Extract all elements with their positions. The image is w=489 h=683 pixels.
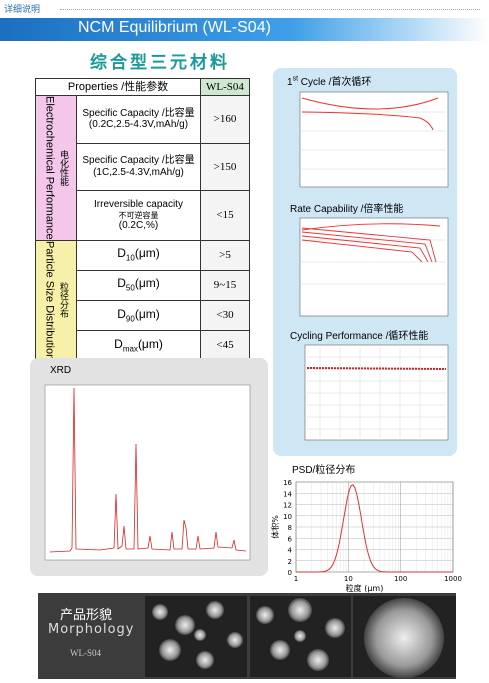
- value: <15: [200, 190, 250, 241]
- property: D50(μm): [76, 269, 201, 301]
- property: Specific Capacity /比容量 (0.2C,2.5-4.3V,mAh…: [76, 95, 201, 144]
- header-cell: WL-S04: [200, 78, 250, 96]
- property-line: D10(μm): [117, 246, 160, 263]
- y-tick-label: 16: [283, 479, 292, 487]
- divider: [60, 9, 480, 10]
- chart-title: Cycling Performance /循环性能: [290, 331, 429, 342]
- d-sub: 90: [125, 313, 135, 323]
- y-tick-label: 2: [288, 558, 292, 566]
- y-tick-label: 4: [288, 547, 293, 555]
- title-part: Cycle /首次循环: [298, 77, 372, 88]
- property-line: Irreversible capacity: [94, 199, 183, 211]
- d-main: D: [114, 336, 123, 351]
- row: Dmax(μm) <45: [36, 329, 250, 361]
- d-main: D: [117, 246, 126, 261]
- value: >150: [200, 142, 250, 192]
- sem-image: [250, 596, 351, 677]
- property-line: 不可逆容量: [118, 210, 159, 220]
- group-zh: 电化性能: [58, 149, 69, 186]
- value: <30: [200, 299, 250, 331]
- d-unit: (μm): [134, 306, 160, 321]
- header-cell: Properties /性能参数: [35, 78, 201, 96]
- chart-title: 1st Cycle /首次循环: [287, 73, 371, 88]
- y-tick-label: 14: [283, 490, 292, 498]
- header-row: Properties /性能参数 WL-S04: [35, 78, 250, 96]
- cycling-chart: [304, 344, 449, 441]
- x-tick-label: 1000: [444, 575, 462, 583]
- y-axis-label: 体积%: [270, 515, 280, 539]
- subtitle: 综合型三元材料: [90, 53, 230, 73]
- property-line: D90(μm): [117, 306, 160, 323]
- property-line: Dmax(μm): [114, 336, 163, 353]
- property: D10(μm): [76, 239, 201, 271]
- xrd-chart: [44, 384, 251, 561]
- d-unit: (μm): [134, 276, 160, 291]
- x-tick-label: 10: [344, 575, 353, 583]
- property-line: (0.2C,2.5-4.3V,mAh/g): [88, 119, 189, 131]
- d-unit: (μm): [134, 246, 160, 261]
- y-tick-label: 12: [283, 502, 292, 510]
- group-wrap: Electrochemical Performance 电化性能: [36, 96, 76, 240]
- sem-image: [353, 596, 456, 678]
- x-tick-label: 100: [394, 575, 407, 583]
- property-line: Specific Capacity /比容量: [82, 155, 195, 167]
- property-line: Specific Capacity /比容量: [82, 107, 195, 119]
- rate-chart: [299, 217, 449, 317]
- property-line: (1C,2.5-4.3V,mAh/g): [93, 166, 184, 178]
- sem-image: [145, 596, 247, 677]
- group-cell: Particle Size Distribution 粒径分布: [35, 239, 77, 361]
- x-axis-label: 粒度 (μm): [346, 583, 384, 593]
- chart-title: XRD: [50, 365, 72, 376]
- banner: NCM Equilibrium (WL-S04): [0, 18, 489, 41]
- property-line: (0.2C,%): [118, 220, 159, 232]
- chart-title: PSD/粒径分布: [292, 465, 356, 476]
- d-unit: (μm): [137, 336, 163, 351]
- distribution-curve: [296, 484, 453, 573]
- value: 9~15: [200, 269, 250, 301]
- title: NCM Equilibrium (WL-S04): [78, 19, 271, 36]
- row: D50(μm) 9~15: [36, 269, 250, 301]
- property-line: D50(μm): [117, 276, 160, 293]
- d-sub: max: [122, 343, 138, 353]
- chart-title: Rate Capability /倍率性能: [290, 204, 404, 215]
- y-tick-label: 0: [288, 569, 292, 577]
- section-label: 详细说明: [4, 5, 41, 15]
- d-main: D: [117, 276, 126, 291]
- morphology-zh: 产品形貌: [60, 608, 113, 623]
- morphology-en: Morphology: [48, 622, 135, 637]
- d-main: D: [117, 306, 126, 321]
- value: >160: [200, 95, 250, 144]
- psd-chart: 0 2 4 6 8 10 12 14 16 1 10 100 1000 粒度 (μm) 体积%: [270, 479, 462, 593]
- d-sub: 50: [125, 283, 135, 293]
- y-tick-label: 8: [288, 524, 292, 532]
- row: Particle Size Distribution 粒径分布 D10(μm) >5: [35, 239, 250, 361]
- title-part: 1: [287, 77, 293, 88]
- row: Electrochemical Performance 电化性能 Specific …: [35, 95, 250, 241]
- d-sub: 10: [125, 253, 135, 263]
- title-part: st: [292, 75, 299, 83]
- first-cycle-chart: [299, 91, 449, 188]
- group-en: Electrochemical Performance: [43, 96, 56, 240]
- group-zh: 粒径分布: [58, 282, 69, 319]
- group-en: Particle Size Distribution: [43, 240, 56, 360]
- x-tick-label: 1: [294, 575, 298, 583]
- y-tick-label: 10: [283, 513, 292, 521]
- model: WL-S04: [70, 648, 101, 658]
- group-wrap: Particle Size Distribution 粒径分布: [36, 241, 76, 360]
- property: Irreversible capacity 不可逆容量 (0.2C,%): [76, 190, 201, 241]
- row: Irreversible capacity 不可逆容量 (0.2C,%) <15: [36, 190, 250, 241]
- property: Dmax(μm): [76, 329, 201, 361]
- value: >5: [200, 239, 250, 271]
- y-tick-label: 6: [288, 535, 293, 543]
- group-cell: Electrochemical Performance 电化性能: [35, 95, 77, 241]
